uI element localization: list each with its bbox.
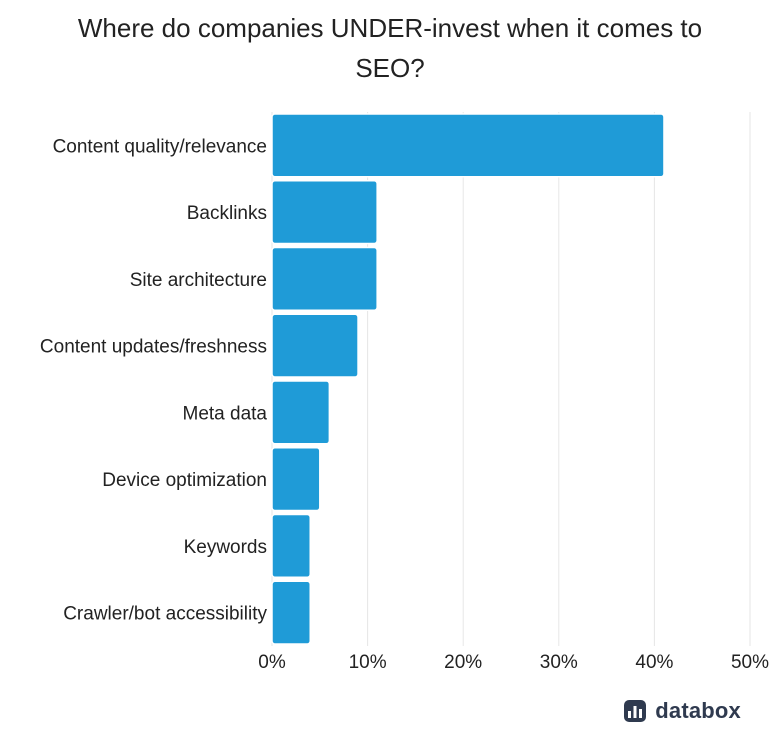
category-labels: Content quality/relevance Backlinks Site a… xyxy=(40,136,268,624)
chart-title: Where do companies UNDER-invest when it … xyxy=(77,13,703,83)
category-label: Content updates/freshness xyxy=(40,337,267,358)
category-label: Device optimization xyxy=(102,470,267,491)
bar xyxy=(271,113,665,178)
x-axis-tick-labels: 0% 10% 20% 30% 40% 50% xyxy=(258,652,769,673)
bar-chart-logo-icon xyxy=(624,700,647,722)
bar xyxy=(271,180,378,245)
category-label: Site architecture xyxy=(130,270,267,291)
databox-brand: databox xyxy=(623,698,741,724)
category-label: Backlinks xyxy=(187,203,267,224)
bars xyxy=(271,113,665,645)
brand-name: databox xyxy=(655,698,741,723)
x-tick-label: 40% xyxy=(635,652,673,673)
bar xyxy=(271,580,311,645)
bar xyxy=(271,513,311,578)
x-tick-label: 30% xyxy=(540,652,578,673)
bar xyxy=(271,380,331,445)
x-tick-label: 10% xyxy=(349,652,387,673)
category-label: Meta data xyxy=(183,403,268,424)
category-label: Crawler/bot accessibility xyxy=(63,604,267,625)
x-tick-label: 0% xyxy=(258,652,286,673)
x-tick-label: 50% xyxy=(731,652,769,673)
category-label: Keywords xyxy=(184,537,267,558)
bar xyxy=(271,313,359,378)
bar xyxy=(271,447,321,512)
bar xyxy=(271,246,378,311)
x-tick-label: 20% xyxy=(444,652,482,673)
category-label: Content quality/relevance xyxy=(53,136,267,157)
